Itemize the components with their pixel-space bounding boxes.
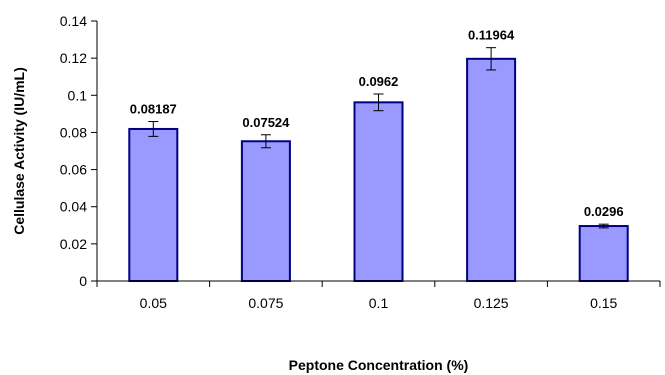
bars [128,57,629,283]
x-tick-label: 0.125 [474,295,509,311]
y-tick-label: 0.04 [60,199,87,215]
y-tick-label: 0 [79,273,87,289]
data-label: 0.08187 [130,102,177,117]
y-tick-label: 0.14 [60,13,87,29]
y-tick-label: 0.08 [60,124,87,140]
y-tick-label: 0.12 [60,50,87,66]
bar [240,140,291,282]
bar [578,225,629,282]
data-label: 0.07524 [242,115,290,130]
data-label: 0.0962 [359,74,399,89]
y-tick-label: 0.1 [68,87,88,103]
data-label: 0.0296 [584,204,624,219]
bar [353,101,404,283]
error-bars [148,47,609,229]
x-tick-label: 0.1 [369,295,389,311]
y-tick-label: 0.02 [60,236,87,252]
x-axis-title: Peptone Concentration (%) [289,357,469,373]
y-axis-ticks: 0 0.02 0.04 0.06 0.08 0.1 0.12 0.14 [60,13,97,289]
data-label: 0.11964 [468,28,515,43]
bar [128,127,179,282]
bar [466,57,517,282]
y-axis-title: Cellulase Activity (IU/mL) [11,67,27,235]
x-axis-ticks: 0.05 0.075 0.1 0.125 0.15 [96,281,661,311]
data-labels: 0.08187 0.07524 0.0962 0.11964 0.0296 [130,28,624,220]
x-tick-label: 0.15 [590,295,617,311]
x-tick-label: 0.05 [140,295,167,311]
x-tick-label: 0.075 [248,295,283,311]
y-tick-label: 0.06 [60,162,87,178]
